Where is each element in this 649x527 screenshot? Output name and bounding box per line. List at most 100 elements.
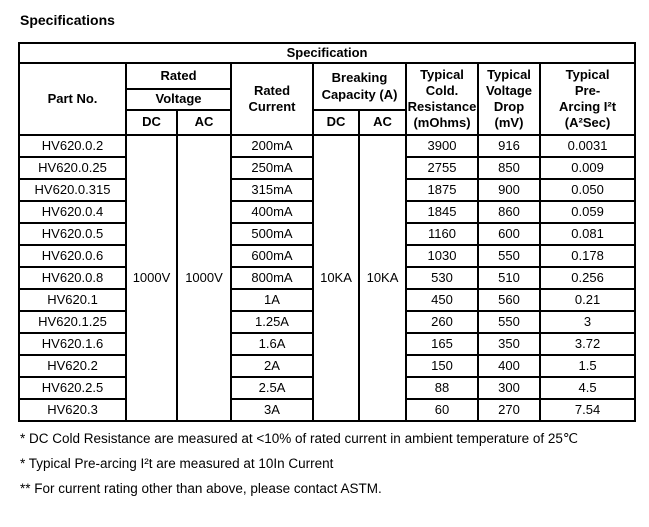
- pre-arcing-cell: 7.54: [538, 398, 637, 422]
- footnote-dc-cold-resistance: * DC Cold Resistance are measured at <10…: [20, 431, 579, 446]
- rated-current-cell: 600mA: [230, 244, 314, 268]
- part-no-cell: HV620.0.5: [18, 222, 127, 246]
- voltage-drop-cell: 510: [477, 266, 541, 290]
- part-no-cell: HV620.0.315: [18, 178, 127, 202]
- col-header-breaking-dc: DC: [312, 109, 360, 136]
- part-no-cell: HV620.0.2: [18, 134, 127, 158]
- table-row: HV620.0.315 315mA 1875 900 0.050: [18, 178, 637, 202]
- rated-current-cell: 1.6A: [230, 332, 314, 356]
- voltage-drop-cell: 600: [477, 222, 541, 246]
- rated-current-cell: 1.25A: [230, 310, 314, 334]
- table-row: HV620.0.6 600mA 1030 550 0.178: [18, 244, 637, 268]
- rated-current-cell: 250mA: [230, 156, 314, 180]
- voltage-drop-cell: 270: [477, 398, 541, 422]
- table-row: HV620.0.25 250mA 2755 850 0.009: [18, 156, 637, 180]
- col-header-voltage-dc: DC: [125, 109, 178, 136]
- pre-arcing-cell: 4.5: [538, 376, 637, 400]
- col-header-rated-current: Rated Current: [230, 62, 314, 136]
- cold-resistance-cell: 450: [405, 288, 479, 312]
- pre-arcing-cell: 3.72: [538, 332, 637, 356]
- table-row: HV620.0.2 1000V 1000V 200mA 10KA 10KA 39…: [18, 134, 637, 422]
- pre-arcing-cell: 0.178: [538, 244, 637, 268]
- cold-resistance-cell: 530: [405, 266, 479, 290]
- voltage-drop-cell: 400: [477, 354, 541, 378]
- part-no-cell: HV620.3: [18, 398, 127, 422]
- cold-resistance-cell: 260: [405, 310, 479, 334]
- table-row: HV620.0.4 400mA 1845 860 0.059: [18, 200, 637, 224]
- pre-arcing-cell: 0.081: [538, 222, 637, 246]
- col-header-voltage-ac: AC: [176, 109, 232, 136]
- table-row: HV620.1.6 1.6A 165 350 3.72: [18, 332, 637, 356]
- table-row: HV620.2.5 2.5A 88 300 4.5: [18, 376, 637, 400]
- pre-arcing-cell: 1.5: [538, 354, 637, 378]
- rated-current-cell: 2.5A: [230, 376, 314, 400]
- voltage-drop-cell: 300: [477, 376, 541, 400]
- rated-voltage-dc-cell: 1000V: [125, 134, 178, 422]
- voltage-drop-cell: 350: [477, 332, 541, 356]
- col-header-rated: Rated: [125, 62, 232, 90]
- rated-current-cell: 3A: [230, 398, 314, 422]
- footnote-contact: ** For current rating other than above, …: [20, 481, 382, 497]
- pre-arcing-cell: 0.059: [538, 200, 637, 224]
- voltage-drop-cell: 860: [477, 200, 541, 224]
- table-title: Specification: [17, 42, 637, 64]
- pre-arcing-cell: 3: [538, 310, 637, 334]
- part-no-cell: HV620.0.8: [18, 266, 127, 290]
- pre-arcing-cell: 0.256: [538, 266, 637, 290]
- part-no-cell: HV620.2.5: [18, 376, 127, 400]
- part-no-cell: HV620.1: [18, 288, 127, 312]
- header-row-a: Part No. Rated Rated Current Breaking Ca…: [18, 62, 637, 136]
- header-row-b: Voltage: [19, 88, 635, 111]
- rated-current-cell: 500mA: [230, 222, 314, 246]
- pre-arcing-cell: 0.0031: [538, 134, 637, 158]
- col-header-breaking-capacity: Breaking Capacity (A): [312, 62, 407, 111]
- col-header-voltage-drop: Typical Voltage Drop (mV): [477, 62, 541, 136]
- rated-current-cell: 400mA: [230, 200, 314, 224]
- breaking-ac-cell: 10KA: [358, 134, 407, 422]
- cold-resistance-cell: 88: [405, 376, 479, 400]
- cold-resistance-cell: 1875: [405, 178, 479, 202]
- table-row: HV620.2 2A 150 400 1.5: [18, 354, 637, 378]
- table-row: HV620.3 3A 60 270 7.54: [18, 398, 637, 422]
- part-no-cell: HV620.0.4: [18, 200, 127, 224]
- col-header-breaking-ac: AC: [358, 109, 407, 136]
- page-title: Specifications: [20, 12, 115, 28]
- voltage-drop-cell: 916: [477, 134, 541, 158]
- footnote-pre-arcing: * Typical Pre-arcing I²t are measured at…: [20, 456, 334, 472]
- table-row: HV620.0.8 800mA 530 510 0.256: [18, 266, 637, 290]
- cold-resistance-cell: 165: [405, 332, 479, 356]
- part-no-cell: HV620.0.6: [18, 244, 127, 268]
- cold-resistance-cell: 3900: [405, 134, 479, 158]
- col-header-part-no: Part No.: [18, 62, 127, 136]
- pre-arcing-cell: 0.21: [538, 288, 637, 312]
- breaking-dc-cell: 10KA: [312, 134, 360, 422]
- table-row: HV620.1 1A 450 560 0.21: [18, 288, 637, 312]
- header-row-c: DC AC DC AC: [19, 109, 635, 136]
- cold-resistance-cell: 60: [405, 398, 479, 422]
- voltage-drop-cell: 560: [477, 288, 541, 312]
- table-row: HV620.0.5 500mA 1160 600 0.081: [18, 222, 637, 246]
- col-header-voltage: Voltage: [125, 88, 232, 111]
- part-no-cell: HV620.1.6: [18, 332, 127, 356]
- rated-current-cell: 200mA: [230, 134, 314, 158]
- pre-arcing-cell: 0.050: [538, 178, 637, 202]
- part-no-cell: HV620.1.25: [18, 310, 127, 334]
- voltage-drop-cell: 550: [477, 310, 541, 334]
- voltage-drop-cell: 550: [477, 244, 541, 268]
- rated-current-cell: 2A: [230, 354, 314, 378]
- col-header-pre-arcing: Typical Pre- Arcing I²t (A²Sec): [538, 62, 637, 136]
- cold-resistance-cell: 1845: [405, 200, 479, 224]
- rated-current-cell: 315mA: [230, 178, 314, 202]
- footnotes: * DC Cold Resistance are measured at <10…: [20, 431, 649, 498]
- voltage-drop-cell: 850: [477, 156, 541, 180]
- rated-current-cell: 1A: [230, 288, 314, 312]
- col-header-cold-resistance: Typical Cold. Resistance (mOhms): [405, 62, 479, 136]
- table-title-row: Specification: [17, 42, 637, 64]
- part-no-cell: HV620.2: [18, 354, 127, 378]
- cold-resistance-cell: 1160: [405, 222, 479, 246]
- spec-table: Specification Part No. Rated Rated Curre…: [17, 42, 637, 422]
- cold-resistance-cell: 150: [405, 354, 479, 378]
- voltage-drop-cell: 900: [477, 178, 541, 202]
- part-no-cell: HV620.0.25: [18, 156, 127, 180]
